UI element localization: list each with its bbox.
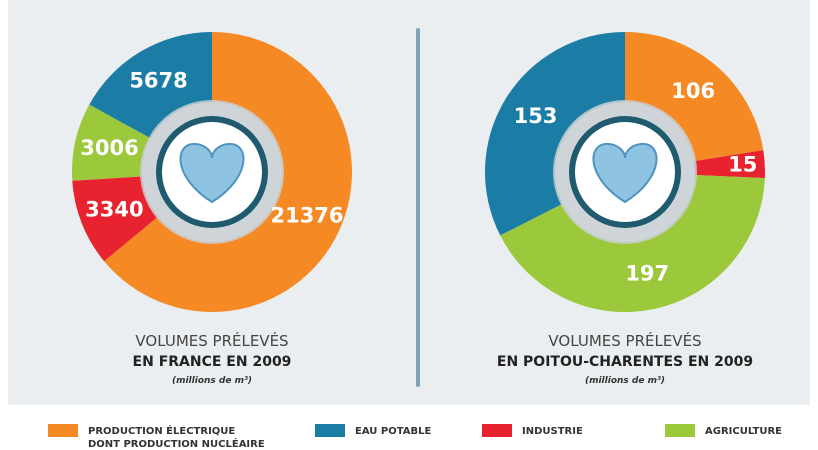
legend-swatch (48, 424, 78, 437)
chart-subtitle: EN POITOU-CHARENTES EN 2009 (497, 354, 753, 370)
legend-label: AGRICULTURE (705, 426, 782, 437)
legend-label: EAU POTABLE (355, 426, 431, 437)
chart-title: VOLUMES PRÉLEVÉS (548, 331, 701, 350)
data-label: 15 (728, 152, 757, 176)
data-label: 197 (625, 262, 669, 286)
data-label: 106 (671, 79, 715, 103)
data-label: 3340 (85, 198, 143, 222)
data-label: 5678 (129, 69, 187, 93)
data-label: 21376 (270, 204, 343, 228)
data-label: 3006 (80, 136, 138, 160)
legend-swatch (482, 424, 512, 437)
infographic: 21376 3340 3006 5678 VOLUMES PRÉLEVÉS EN FRAN… (0, 0, 818, 450)
legend-line: PRODUCTION ÉLECTRIQUE (88, 424, 235, 437)
legend-label: INDUSTRIE (522, 426, 583, 437)
unit-note: (millions de m³) (585, 376, 665, 386)
data-label: 153 (514, 104, 558, 128)
chart-subtitle: EN FRANCE EN 2009 (133, 354, 292, 370)
legend-line: DONT PRODUCTION NUCLÉAIRE (88, 437, 265, 450)
legend-swatch (315, 424, 345, 437)
chart-title: VOLUMES PRÉLEVÉS (135, 331, 288, 350)
legend-swatch (665, 424, 695, 437)
unit-note: (millions de m³) (172, 376, 252, 386)
